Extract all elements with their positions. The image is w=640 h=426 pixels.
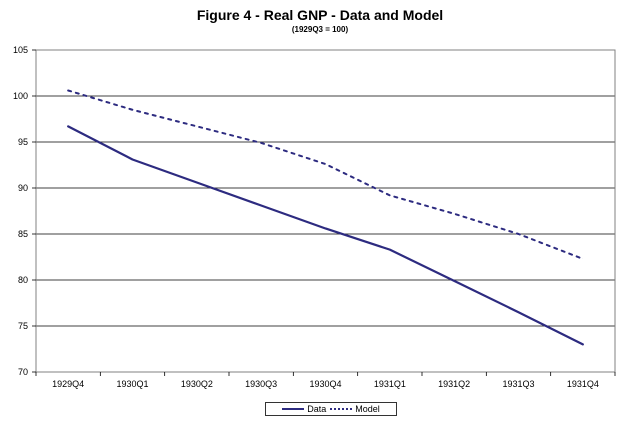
- y-tick-label-70: 70: [18, 367, 28, 377]
- y-tick-label-80: 80: [18, 275, 28, 285]
- y-tick-label-75: 75: [18, 321, 28, 331]
- series-line-data: [67, 125, 584, 346]
- series: [67, 89, 584, 346]
- legend-item-model: Model: [330, 404, 380, 414]
- x-tick-label-1931Q4: 1931Q4: [567, 379, 599, 389]
- chart-title: Figure 4 - Real GNP - Data and Model: [196, 7, 444, 23]
- y-tick-label-90: 90: [18, 183, 28, 193]
- y-tick-label-85: 85: [18, 229, 28, 239]
- legend-swatch-data: [282, 408, 305, 410]
- x-tick-label-1931Q3: 1931Q3: [502, 379, 534, 389]
- x-tick-label-1931Q2: 1931Q2: [438, 379, 470, 389]
- x-tick-label-1930Q1: 1930Q1: [116, 379, 148, 389]
- plot-area: [35, 49, 616, 373]
- legend-item-data: Data: [282, 404, 326, 414]
- legend-label-model: Model: [355, 404, 380, 414]
- series-line-model: [67, 89, 584, 260]
- x-tick-label-1930Q4: 1930Q4: [309, 379, 341, 389]
- legend-swatch-model: [330, 408, 353, 410]
- chart-subtitle: (1929Q3 = 100): [291, 25, 349, 34]
- gridlines: [36, 49, 615, 373]
- x-tick-label-1930Q2: 1930Q2: [181, 379, 213, 389]
- y-tick-label-100: 100: [13, 91, 28, 101]
- legend-label-data: Data: [307, 404, 327, 414]
- axes: [32, 49, 616, 376]
- x-tick-label-1930Q3: 1930Q3: [245, 379, 277, 389]
- tick-labels: 70 75 80 85 90 95 100 105 1929Q4 1930Q1 1930Q2 1930…: [13, 45, 599, 389]
- x-tick-label-1929Q4: 1929Q4: [52, 379, 84, 389]
- y-tick-label-105: 105: [13, 45, 28, 55]
- legend: Data Model: [265, 402, 397, 416]
- x-tick-label-1931Q1: 1931Q1: [374, 379, 406, 389]
- y-tick-label-95: 95: [18, 137, 28, 147]
